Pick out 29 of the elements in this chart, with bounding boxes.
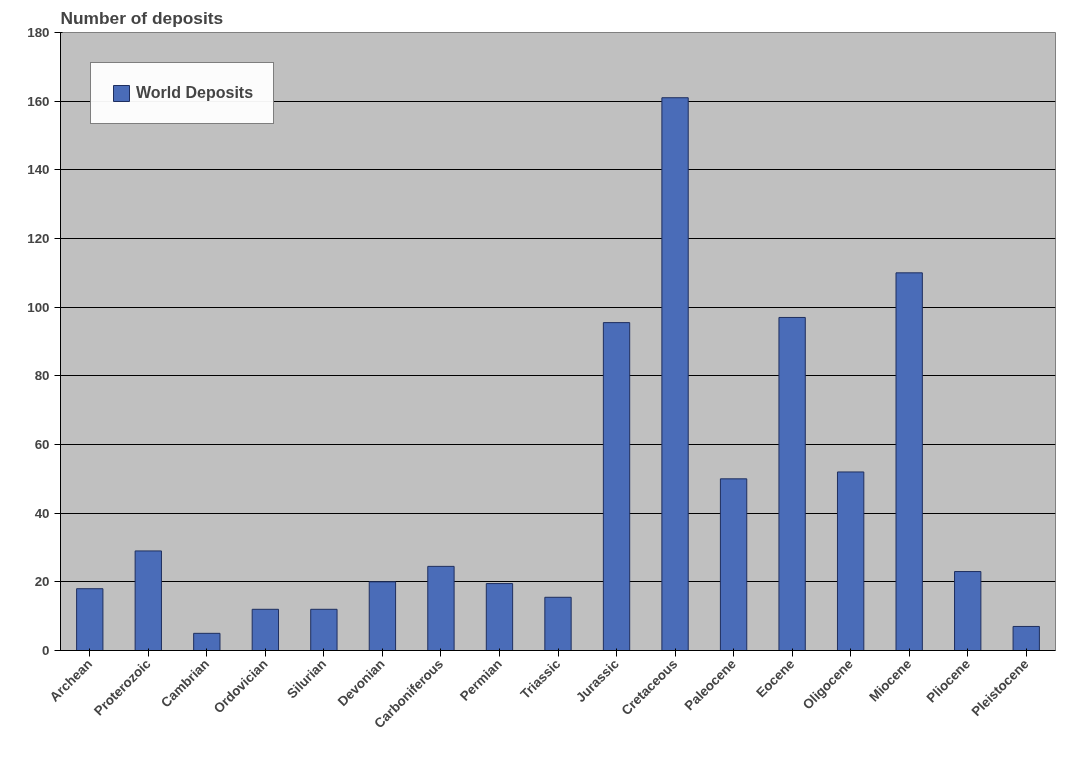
y-tick-label: 60 [34,437,50,452]
y-tick-label: 20 [34,574,50,590]
legend-label: World Deposits [136,84,254,102]
y-tick-label: 0 [42,643,50,658]
bar [602,322,631,651]
bar [778,316,806,651]
bar [310,608,338,651]
y-tick-label: 100 [27,299,50,315]
bar [485,583,514,651]
y-tick-label: 140 [27,162,50,178]
chart-title: Number of deposits [60,7,224,28]
bar [368,581,397,651]
bar [544,596,572,651]
y-tick-label: 120 [27,231,50,246]
bar [1012,625,1040,651]
bar [134,550,162,651]
bar [661,97,689,651]
y-tick-label: 160 [27,93,50,109]
bar [719,478,748,651]
bar [836,471,865,651]
bar [251,608,280,651]
bar [954,571,982,651]
bar [76,588,104,651]
y-tick-label: 180 [27,25,50,40]
bar [895,272,923,651]
y-tick-label: 40 [34,505,50,521]
y-tick-label: 80 [34,368,50,384]
bar [427,565,455,651]
bar [193,632,221,651]
